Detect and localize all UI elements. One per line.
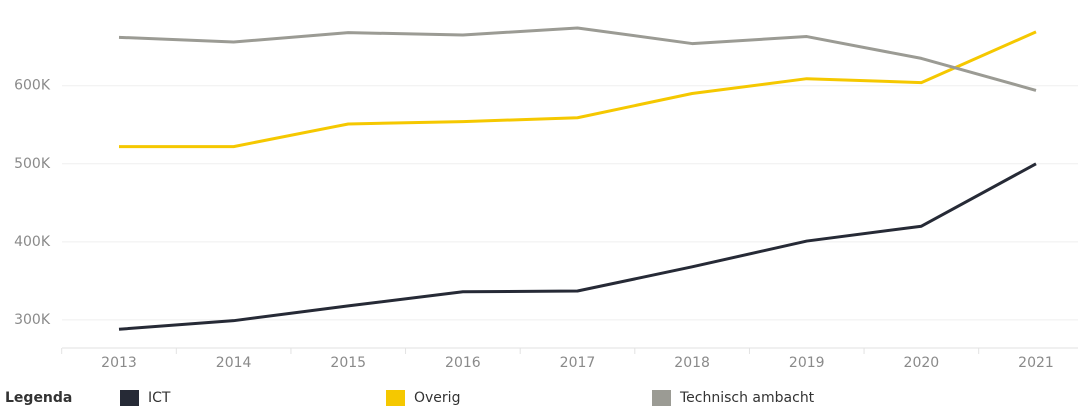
legend-swatch	[652, 390, 671, 406]
y-tick-label: 600K	[14, 78, 51, 94]
x-tick-label: 2014	[216, 355, 252, 371]
x-tick-label: 2019	[789, 355, 825, 371]
series-line	[119, 30, 1037, 149]
y-tick-label: 500K	[14, 156, 51, 172]
legend-swatch	[386, 390, 405, 406]
y-tick-label: 400K	[14, 234, 51, 250]
x-tick-label: 2016	[445, 355, 481, 371]
series-line	[118, 26, 1037, 92]
x-tick-label: 2015	[330, 355, 366, 371]
x-tick-label: 2020	[904, 355, 940, 371]
legend-title: Legenda	[5, 390, 72, 406]
series-line	[118, 162, 1037, 331]
y-tick-label: 300K	[14, 312, 51, 328]
legend-label: Technisch ambacht	[679, 390, 815, 406]
x-tick-label: 2018	[674, 355, 710, 371]
legend-label: ICT	[148, 390, 171, 406]
legend-label: Overig	[414, 390, 460, 406]
x-tick-label: 2021	[1018, 355, 1054, 371]
x-tick-label: 2013	[101, 355, 137, 371]
x-tick-label: 2017	[560, 355, 596, 371]
legend-swatch	[120, 390, 139, 406]
